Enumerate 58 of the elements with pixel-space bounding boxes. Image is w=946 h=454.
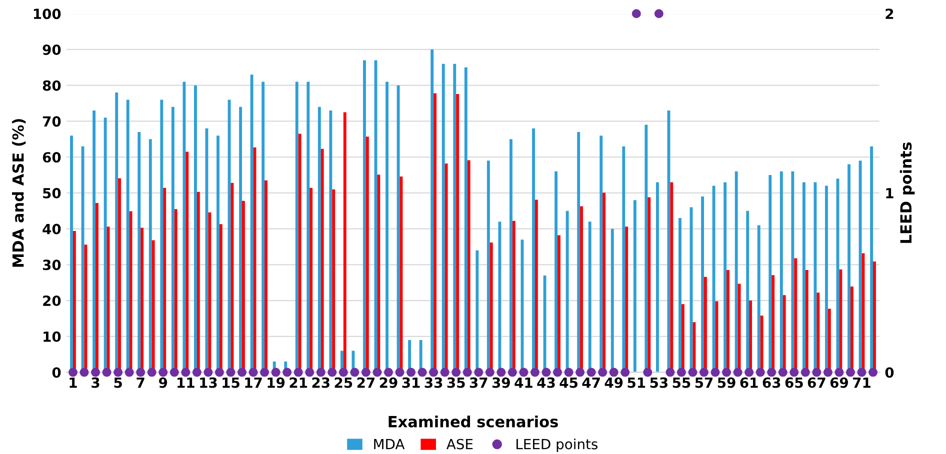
x-tick-label: 29 <box>380 377 398 388</box>
x-tick-label: 17 <box>245 378 262 388</box>
x-tick-label: 43 <box>537 377 555 388</box>
x-tick-label: 7 <box>136 378 144 388</box>
y-tick-label: 20 <box>43 296 61 306</box>
legend-label: ASE <box>446 438 473 450</box>
x-tick-label: 57 <box>695 378 713 388</box>
x-tick-label: 37 <box>470 377 488 388</box>
x-tick-label: 55 <box>672 378 690 388</box>
x-tick-label: 23 <box>312 377 330 388</box>
x-tick-label: 33 <box>424 377 442 388</box>
y2-tick-label: 2 <box>886 8 894 19</box>
legend-label: MDA <box>374 439 405 450</box>
x-axis-title: Examined scenarios <box>388 416 558 428</box>
x-tick-label: 19 <box>268 377 285 388</box>
x-tick-label: 71 <box>853 378 870 388</box>
x-tick-label: 15 <box>222 378 240 388</box>
x-tick-label: 13 <box>200 377 217 388</box>
x-tick-label: 25 <box>334 377 352 388</box>
x-tick-label: 61 <box>740 377 758 388</box>
x-tick-label: 27 <box>357 377 375 388</box>
y-tick-label: 100 <box>34 8 61 20</box>
y2-axis-title: LEED points <box>900 142 915 243</box>
y-tick-label: 10 <box>44 331 61 342</box>
x-tick-label: 53 <box>650 377 668 388</box>
x-tick-label: 3 <box>92 377 100 388</box>
x-tick-label: 39 <box>492 377 510 388</box>
x-tick-label: 5 <box>114 378 122 388</box>
y-tick-label: 40 <box>42 224 61 234</box>
x-tick-label: 45 <box>560 378 578 388</box>
x-tick-label: 1 <box>70 378 77 388</box>
y-tick-label: 60 <box>42 152 61 163</box>
x-tick-label: 31 <box>402 377 420 388</box>
x-tick-label: 69 <box>830 377 848 388</box>
x-tick-label: 65 <box>785 377 803 388</box>
x-tick-label: 51 <box>628 378 646 388</box>
bar <box>633 200 636 372</box>
x-tick-label: 11 <box>178 378 194 388</box>
x-tick-label: 35 <box>447 377 465 388</box>
legend-label: LEED points <box>516 438 598 452</box>
bar <box>656 182 659 372</box>
y-axis-title: MDA and ASE (%) <box>12 119 26 267</box>
x-tick-label: 63 <box>762 377 780 388</box>
x-tick-label: 21 <box>290 377 308 388</box>
x-tick-label: 47 <box>582 378 600 388</box>
y-tick-label: 80 <box>42 80 61 91</box>
y-tick-label: 90 <box>42 44 61 55</box>
y2-tick-label: 1 <box>886 188 894 198</box>
y-tick-label: 50 <box>43 188 61 198</box>
y-tick-label: 0 <box>52 367 61 378</box>
x-tick-label: 59 <box>718 377 736 388</box>
x-tick-label: 49 <box>604 377 623 388</box>
x-tick-label: 67 <box>808 377 826 388</box>
x-tick-label: 41 <box>514 378 532 388</box>
y2-tick-label: 0 <box>885 367 894 378</box>
x-tick-label: 9 <box>159 377 168 388</box>
y-tick-label: 30 <box>42 260 61 270</box>
y-tick-label: 70 <box>42 116 61 127</box>
